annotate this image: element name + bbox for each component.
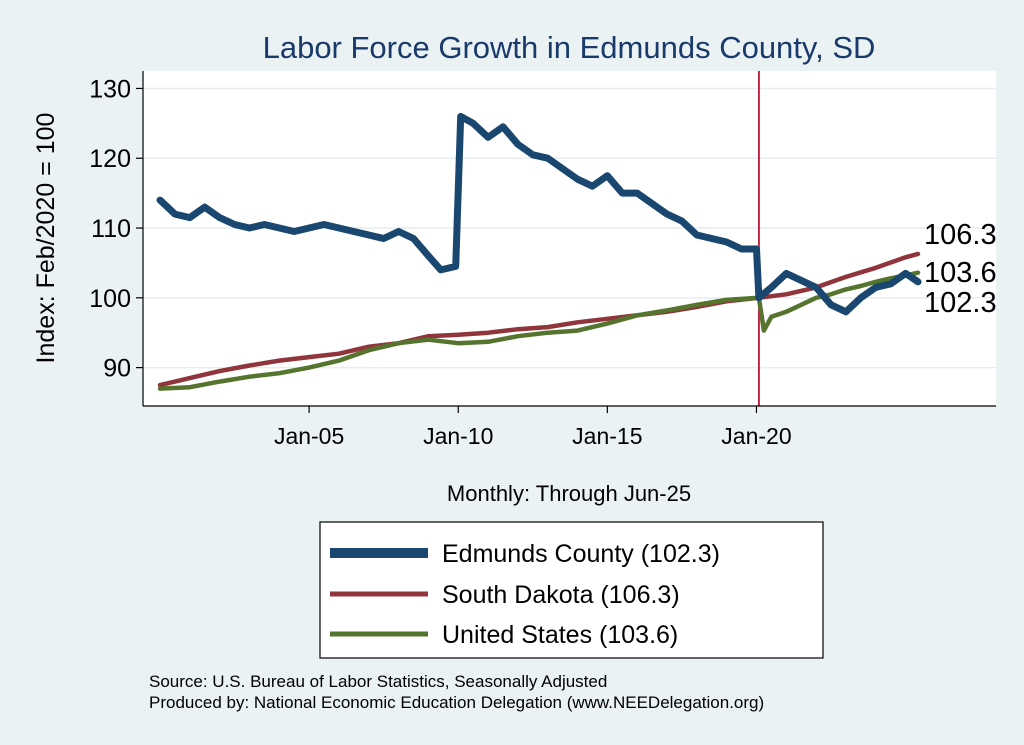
- y-tick-label: 100: [89, 285, 131, 313]
- legend-label: South Dakota (106.3): [442, 581, 680, 609]
- end-value-label: 106.3: [924, 219, 997, 251]
- produced-by-note: Produced by: National Economic Education…: [149, 693, 765, 712]
- x-tick-label: Jan-10: [423, 423, 493, 449]
- y-tick-label: 120: [89, 145, 131, 173]
- x-tick-label: Jan-05: [274, 423, 344, 449]
- y-axis-label: Index: Feb/2020 = 100: [32, 113, 60, 364]
- end-value-label: 103.6: [924, 257, 997, 289]
- series-line-0: [156, 112, 922, 316]
- legend-label: United States (103.6): [442, 621, 678, 649]
- series-line-1: [157, 251, 921, 388]
- footer: Source: U.S. Bureau of Labor Statistics,…: [149, 671, 764, 713]
- y-tick-label: 130: [89, 75, 131, 103]
- y-tick-label: 110: [91, 215, 131, 243]
- x-tick-label: Jan-15: [572, 423, 642, 449]
- legend: Edmunds County (102.3) South Dakota (106.…: [319, 521, 824, 659]
- legend-label: Edmunds County (102.3): [442, 540, 720, 568]
- y-tick-label: 90: [103, 355, 131, 383]
- series-line-2: [157, 270, 921, 391]
- end-value-label: 102.3: [924, 287, 997, 319]
- x-axis-label: Monthly: Through Jun-25: [447, 481, 691, 506]
- x-tick-label: Jan-20: [721, 423, 791, 449]
- plot-area: [143, 71, 996, 406]
- chart-title: Labor Force Growth in Edmunds County, SD: [263, 30, 876, 65]
- source-note: Source: U.S. Bureau of Labor Statistics,…: [149, 672, 608, 691]
